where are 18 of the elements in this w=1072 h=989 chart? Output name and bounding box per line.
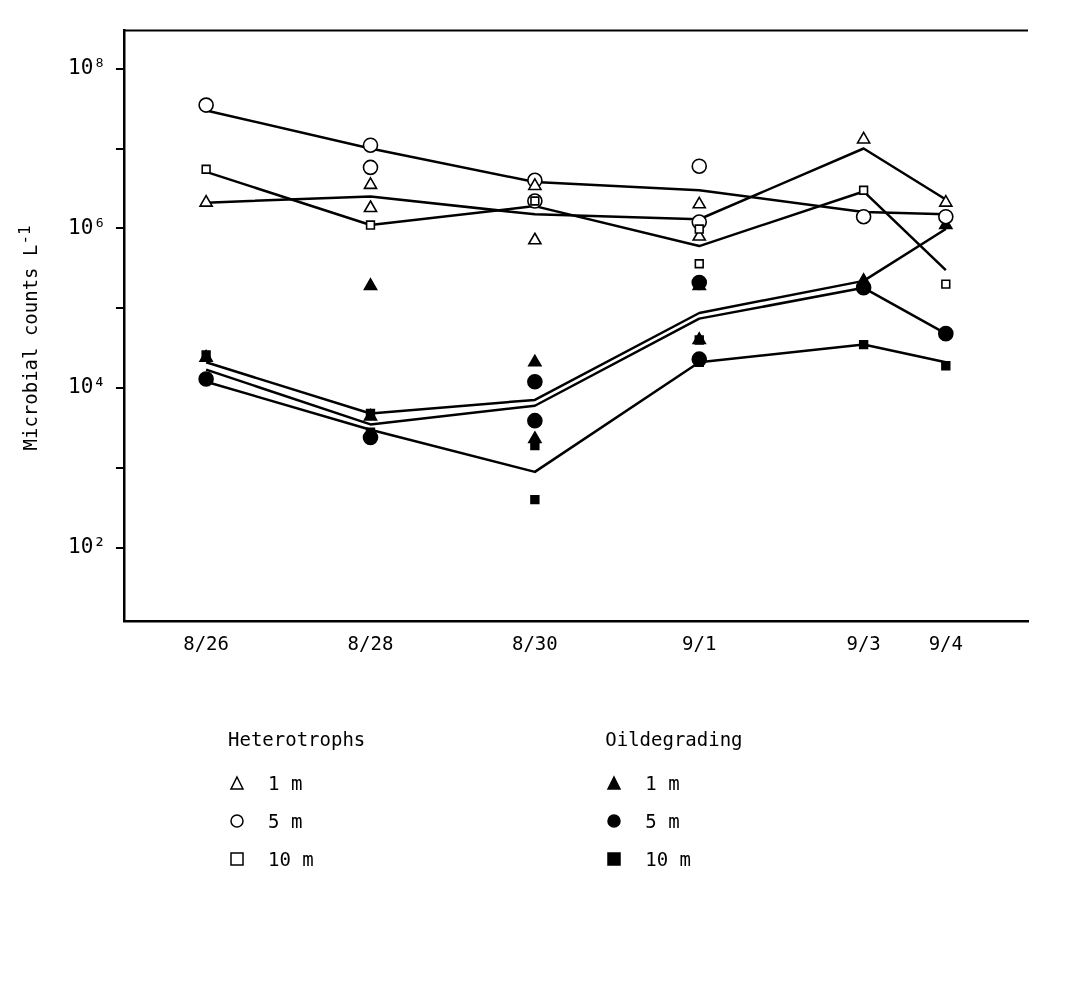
- y-tick-label: 10²: [67, 534, 106, 559]
- x-tick-label: 8/26: [183, 631, 229, 654]
- legend-label: 10 m: [645, 848, 692, 870]
- text: Oildegrading: [605, 728, 743, 750]
- legend-label: 1 m: [645, 772, 680, 794]
- x-tick-label: 8/28: [347, 631, 394, 654]
- x-tick-label: 8/30: [511, 631, 558, 654]
- legend-label: 1 m: [268, 772, 303, 794]
- legend-label: 5 m: [268, 810, 303, 832]
- text: Heterotrophs: [228, 728, 366, 750]
- y-tick-label: 10⁴: [67, 374, 106, 399]
- y-tick-label: 10⁸: [67, 55, 106, 80]
- x-tick-label: 9/3: [846, 631, 881, 654]
- legend-label: 10 m: [268, 848, 314, 870]
- y-tick-label: 10⁶: [67, 214, 106, 239]
- x-tick-label: 9/1: [682, 631, 717, 654]
- x-tick-label: 9/4: [928, 631, 963, 654]
- legend-label: 5 m: [645, 810, 680, 832]
